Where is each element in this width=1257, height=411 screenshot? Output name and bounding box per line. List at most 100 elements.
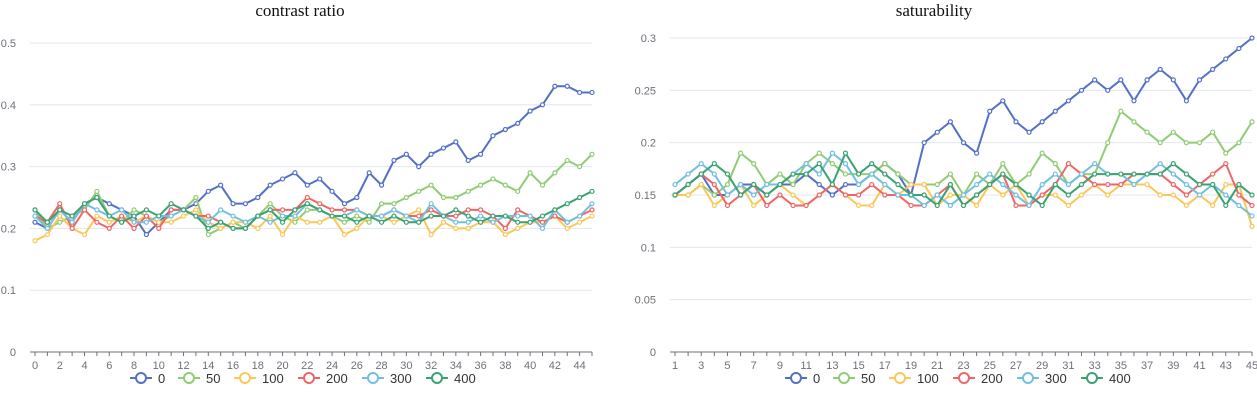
data-point (378, 201, 385, 207)
y-tick-label: 0.25 (635, 85, 656, 97)
data-point (527, 108, 533, 114)
data-point (882, 171, 888, 177)
data-point (764, 202, 770, 209)
legend-marker (790, 372, 802, 384)
data-point (947, 192, 953, 198)
data-point (552, 207, 558, 213)
data-point (869, 171, 875, 177)
x-tick-label: 39 (1167, 360, 1179, 372)
data-point (1236, 202, 1242, 209)
data-point (465, 213, 471, 219)
data-point (527, 219, 533, 225)
data-point (131, 219, 137, 225)
data-point (1170, 171, 1176, 177)
data-point (947, 202, 953, 209)
data-point (1039, 119, 1045, 125)
x-tick-label: 1 (672, 360, 678, 372)
data-point (279, 207, 286, 213)
x-tick-label: 14 (202, 360, 214, 372)
legend-marker (135, 372, 147, 384)
data-point (855, 181, 862, 188)
data-point (816, 161, 822, 167)
data-point (974, 192, 980, 198)
data-point (1052, 181, 1058, 188)
data-point (391, 207, 397, 213)
data-point (1065, 181, 1072, 188)
data-point (1078, 192, 1085, 198)
data-point (1210, 171, 1216, 177)
data-point (366, 170, 372, 176)
x-tick-label: 5 (724, 360, 730, 372)
data-point (685, 181, 691, 188)
data-point (416, 188, 422, 194)
y-tick-label: 0.5 (1, 38, 16, 50)
data-point (106, 213, 112, 219)
data-point (1157, 66, 1163, 73)
data-point (589, 201, 595, 207)
data-point (304, 194, 310, 201)
x-tick-label: 2 (57, 360, 63, 372)
data-point (292, 219, 298, 225)
data-point (527, 213, 533, 219)
data-point (698, 161, 704, 167)
data-point (1065, 192, 1072, 198)
data-point (527, 170, 533, 176)
data-point (1052, 108, 1058, 114)
data-point (32, 238, 38, 244)
data-point (577, 213, 583, 219)
x-tick-label: 18 (252, 360, 264, 372)
data-point (267, 182, 273, 188)
data-point (711, 171, 717, 177)
data-point (428, 182, 434, 188)
data-point (478, 207, 484, 213)
x-tick-label: 40 (524, 360, 536, 372)
data-point (1196, 181, 1203, 188)
data-point (934, 202, 940, 209)
x-tick-label: 29 (1036, 360, 1048, 372)
data-point (428, 213, 434, 219)
legend-item-0: 0 (785, 371, 820, 386)
data-point (882, 161, 888, 167)
data-point (354, 219, 360, 225)
legend-item-0: 0 (130, 371, 165, 386)
data-point (205, 225, 211, 231)
x-tick-label: 6 (106, 360, 112, 372)
data-point (168, 201, 174, 207)
legend-item-300: 300 (1017, 371, 1067, 386)
data-point (1249, 119, 1255, 125)
data-point (790, 181, 796, 188)
x-tick-label: 13 (826, 360, 838, 372)
data-point (1078, 171, 1085, 177)
data-point (416, 164, 422, 170)
legend-item-50: 50 (178, 371, 220, 386)
data-point (478, 219, 484, 225)
data-point (378, 219, 385, 225)
data-point (921, 181, 927, 188)
data-point (1249, 192, 1255, 198)
y-tick-label: 0.3 (641, 33, 656, 45)
data-point (737, 192, 744, 198)
data-point (156, 225, 162, 231)
data-point (698, 171, 704, 177)
data-point (895, 192, 901, 198)
data-point (94, 213, 100, 219)
data-point (94, 207, 100, 213)
x-tick-label: 45 (1246, 360, 1257, 372)
data-point (934, 192, 940, 198)
data-point (366, 213, 372, 219)
legend-label: 400 (1109, 371, 1131, 386)
data-point (354, 213, 360, 219)
data-point (416, 207, 422, 213)
data-point (895, 171, 901, 177)
data-point (1223, 202, 1229, 209)
data-point (1210, 66, 1216, 73)
data-point (987, 181, 993, 188)
data-point (829, 181, 835, 188)
series-400 (672, 150, 1255, 209)
data-point (329, 188, 335, 194)
data-point (1000, 181, 1006, 188)
series-line (34, 196, 593, 230)
data-point (440, 219, 447, 225)
data-point (515, 120, 521, 126)
data-point (1196, 77, 1203, 83)
